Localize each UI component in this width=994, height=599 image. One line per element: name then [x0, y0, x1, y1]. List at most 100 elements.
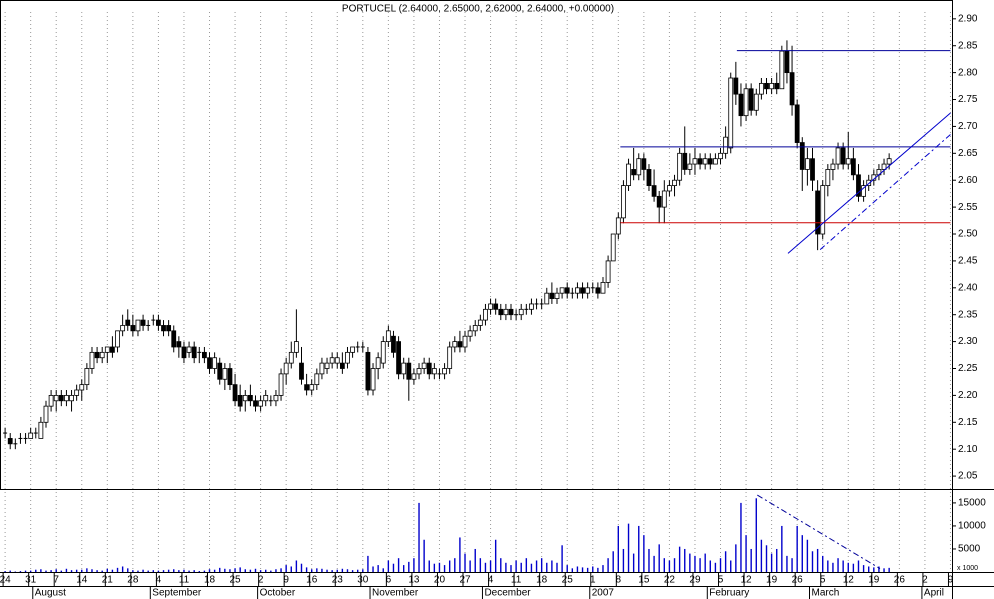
candle-body	[835, 147, 841, 165]
candle-body	[804, 158, 810, 170]
candle-body	[559, 287, 565, 294]
candle-body	[850, 158, 856, 176]
candle-body	[707, 158, 713, 165]
candle-body	[253, 400, 258, 407]
candle-body	[120, 325, 126, 332]
chart-title: PORTUCEL (2.64000, 2.65000, 2.62000, 2.6…	[342, 4, 614, 15]
trendline	[819, 134, 951, 250]
candle-body	[457, 341, 463, 348]
x-tick-label: 21	[102, 575, 114, 586]
candle-body	[508, 308, 514, 316]
candle-body	[242, 394, 248, 402]
x-tick-label: 25	[562, 575, 574, 586]
candle-body	[687, 163, 693, 170]
candle-body	[554, 292, 560, 299]
candle-body	[677, 152, 683, 181]
x-tick-label: 9	[948, 575, 954, 586]
candle-body	[125, 319, 131, 326]
candle-body	[406, 362, 412, 380]
candle-body	[247, 394, 253, 402]
y-tick-label: 10000	[958, 521, 986, 532]
candle-body	[207, 357, 212, 369]
candle-body	[682, 152, 688, 170]
candle-body	[600, 282, 606, 294]
candle-body	[544, 292, 550, 305]
candle-body	[99, 351, 105, 359]
candle-body	[881, 163, 887, 170]
candle-body	[385, 330, 391, 343]
candle-body	[442, 368, 447, 375]
candle-body	[743, 88, 749, 117]
candle-body	[181, 346, 187, 359]
candle-body	[672, 179, 677, 186]
candle-body	[503, 308, 509, 316]
candle-body	[135, 319, 141, 332]
candle-body	[452, 341, 458, 348]
month-label: 2007	[592, 588, 615, 599]
candle-body	[840, 147, 846, 165]
candle-body	[605, 260, 611, 283]
y-tick-label: 2.25	[958, 363, 978, 374]
x-tick-label: 30	[357, 575, 369, 586]
candle-body	[651, 185, 657, 197]
candle-body	[615, 217, 621, 235]
x-tick-label: 18	[536, 575, 548, 586]
candle-body	[595, 287, 601, 294]
candle-body	[886, 158, 892, 165]
candle-body	[748, 88, 754, 111]
candle-body	[626, 163, 631, 186]
candle-body	[692, 158, 698, 165]
candle-body	[416, 368, 422, 375]
candle-body	[769, 82, 775, 90]
candle-body	[186, 346, 192, 353]
candle-body	[324, 362, 330, 369]
x-tick-label: 2	[922, 575, 928, 586]
candle-body	[293, 341, 299, 353]
x-tick-label: 12	[843, 575, 855, 586]
candle-body	[334, 357, 340, 364]
candle-body	[580, 287, 585, 294]
candle-body	[421, 362, 427, 369]
y-tick-label: 15000	[958, 498, 986, 509]
y-tick-label: 2.80	[958, 67, 978, 78]
x-tick-label: 15	[638, 575, 650, 586]
x-tick-label: 19	[868, 575, 880, 586]
candle-body	[191, 346, 197, 359]
y-tick-label: 2.60	[958, 175, 978, 186]
y-tick-label: 2.40	[958, 282, 978, 293]
x-tick-label: 12	[741, 575, 753, 586]
candle-body	[319, 362, 325, 375]
candle-body	[467, 330, 473, 337]
candle-body	[176, 341, 182, 348]
candle-body	[738, 93, 744, 117]
x-tick-label: 24	[0, 575, 11, 586]
x-tick-label: 11	[511, 575, 522, 586]
candle-body	[794, 104, 800, 143]
x-tick-label: 23	[332, 575, 344, 586]
y-tick-label: 2.10	[958, 444, 978, 455]
y-tick-label: 2.20	[958, 390, 978, 401]
candle-body	[815, 190, 821, 235]
y-tick-label: 2.75	[958, 94, 978, 105]
candle-body	[779, 50, 785, 90]
candle-body	[830, 163, 836, 170]
candle-body	[856, 174, 861, 197]
candle-body	[309, 384, 315, 391]
candle-body	[222, 368, 228, 380]
candle-body	[518, 308, 524, 316]
candle-body	[493, 303, 499, 310]
candle-body	[38, 421, 44, 439]
candle-body	[64, 394, 69, 402]
candle-body	[84, 368, 90, 386]
candle-body	[329, 357, 335, 364]
candle-body	[375, 357, 381, 369]
candle-body	[53, 394, 59, 402]
candle-body	[784, 50, 790, 74]
candle-body	[845, 158, 851, 165]
candle-body	[656, 195, 662, 208]
candle-body	[866, 179, 872, 186]
candle-body	[7, 438, 13, 445]
x-tick-label: 4	[488, 575, 494, 586]
candle-body	[212, 357, 218, 369]
